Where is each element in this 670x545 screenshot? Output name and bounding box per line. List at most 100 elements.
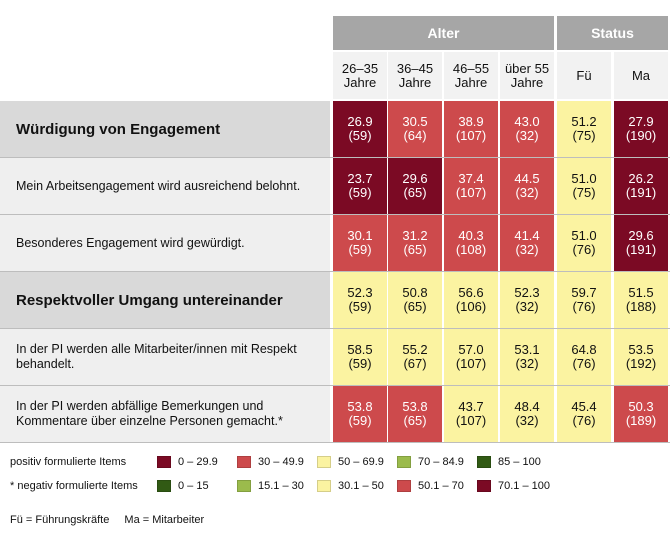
cell-count: (107) [455, 185, 487, 200]
item-label: Besonderes Engagement wird gewürdigt. [0, 215, 330, 271]
row-divider [0, 442, 670, 443]
cell-value: 53.8 [402, 399, 428, 414]
cell-value: 51.5 [628, 285, 654, 300]
legend-positive-title: positiv formulierte Items [10, 456, 127, 468]
cell-count: (76) [572, 413, 596, 428]
cell-count: (76) [572, 299, 596, 314]
section-label: Respektvoller Umgang untereinander [0, 272, 330, 328]
legend-item: 50.1 – 70 [397, 479, 464, 493]
legend-swatch [237, 480, 251, 492]
data-cell: 30.1 (59) [333, 215, 387, 271]
data-cell: 29.6 (191) [614, 215, 668, 271]
cell-value: 44.5 [514, 171, 540, 186]
cell-count: (32) [515, 128, 539, 143]
data-cell: 51.0 (76) [557, 215, 611, 271]
row-divider [0, 385, 670, 386]
cell-count: (189) [625, 413, 657, 428]
column-header: über 55 Jahre [500, 52, 554, 99]
item-label: In der PI werden alle Mitarbeiter/innen … [0, 329, 330, 385]
legend-label: 0 – 15 [178, 480, 209, 492]
cell-count: (107) [455, 356, 487, 371]
cell-count: (67) [403, 356, 427, 371]
data-cell: 57.0 (107) [444, 329, 498, 385]
legend-negative-row: * negativ formulierte Items 0 – 15 15.1 –… [0, 476, 670, 496]
results-table: Alter Status 26–35 Jahre 36–45 Jahre 46–55 Jahr… [0, 16, 670, 443]
cell-count: (191) [625, 185, 657, 200]
data-cell: 23.7 (59) [333, 158, 387, 214]
cell-value: 64.8 [571, 342, 597, 357]
cell-value: 26.2 [628, 171, 654, 186]
cell-value: 37.4 [458, 171, 484, 186]
data-cell: 29.6 (65) [388, 158, 442, 214]
cell-value: 59.7 [571, 285, 597, 300]
footnote-fu: Fü = Führungskräfte [10, 514, 110, 526]
data-cell: 45.4 (76) [557, 386, 611, 442]
column-group-status: Status [557, 16, 668, 50]
data-cell: 64.8 (76) [557, 329, 611, 385]
cell-value: 31.2 [402, 228, 428, 243]
legend-item: 70 – 84.9 [397, 455, 464, 469]
item-label: Mein Arbeitsengagement wird ausreichend … [0, 158, 330, 214]
cell-value: 50.3 [628, 399, 654, 414]
cell-value: 53.8 [347, 399, 373, 414]
legend-item: 85 – 100 [477, 455, 541, 469]
legend-swatch [157, 456, 171, 468]
legend-item: 30.1 – 50 [317, 479, 384, 493]
data-cell: 41.4 (32) [500, 215, 554, 271]
cell-count: (32) [515, 356, 539, 371]
cell-value: 51.0 [571, 228, 597, 243]
cell-count: (107) [455, 413, 487, 428]
data-cell: 51.5 (188) [614, 272, 668, 328]
cell-count: (76) [572, 242, 596, 257]
legend-label: 50 – 69.9 [338, 456, 384, 468]
cell-value: 52.3 [347, 285, 373, 300]
cell-count: (64) [403, 128, 427, 143]
cell-value: 40.3 [458, 228, 484, 243]
cell-count: (59) [348, 128, 372, 143]
cell-value: 30.5 [402, 114, 428, 129]
legend-item: 70.1 – 100 [477, 479, 550, 493]
cell-count: (108) [455, 242, 487, 257]
cell-count: (32) [515, 185, 539, 200]
cell-value: 26.9 [347, 114, 373, 129]
data-cell: 50.8 (65) [388, 272, 442, 328]
legend-label: 70.1 – 100 [498, 480, 550, 492]
data-cell: 48.4 (32) [500, 386, 554, 442]
legend-swatch [397, 456, 411, 468]
legend-swatch [477, 456, 491, 468]
data-cell: 43.7 (107) [444, 386, 498, 442]
legend-label: 15.1 – 30 [258, 480, 304, 492]
cell-count: (32) [515, 242, 539, 257]
cell-value: 43.7 [458, 399, 484, 414]
data-cell: 31.2 (65) [388, 215, 442, 271]
item-label: In der PI werden abfällige Bemerkungen u… [0, 386, 330, 442]
column-header: 36–45 Jahre [388, 52, 442, 99]
column-header: Fü [557, 52, 611, 99]
data-cell: 51.0 (75) [557, 158, 611, 214]
cell-count: (59) [348, 299, 372, 314]
legend-item: 30 – 49.9 [237, 455, 304, 469]
cell-value: 23.7 [347, 171, 373, 186]
cell-value: 27.9 [628, 114, 654, 129]
cell-count: (65) [403, 413, 427, 428]
data-cell: 27.9 (190) [614, 101, 668, 157]
cell-count: (65) [403, 299, 427, 314]
data-cell: 52.3 (32) [500, 272, 554, 328]
data-cell: 43.0 (32) [500, 101, 554, 157]
legend-positive-row: positiv formulierte Items 0 – 29.9 30 – 4… [0, 452, 670, 472]
cell-count: (106) [455, 299, 487, 314]
data-cell: 40.3 (108) [444, 215, 498, 271]
row-divider [0, 214, 670, 215]
cell-value: 58.5 [347, 342, 373, 357]
cell-count: (76) [572, 356, 596, 371]
data-cell: 52.3 (59) [333, 272, 387, 328]
cell-value: 48.4 [514, 399, 540, 414]
column-header: 46–55 Jahre [444, 52, 498, 99]
footnote-ma: Ma = Mitarbeiter [124, 514, 205, 526]
row-divider [0, 157, 670, 158]
cell-count: (190) [625, 128, 657, 143]
cell-value: 51.2 [571, 114, 597, 129]
data-cell: 53.1 (32) [500, 329, 554, 385]
data-cell: 53.8 (59) [333, 386, 387, 442]
cell-value: 45.4 [571, 399, 597, 414]
